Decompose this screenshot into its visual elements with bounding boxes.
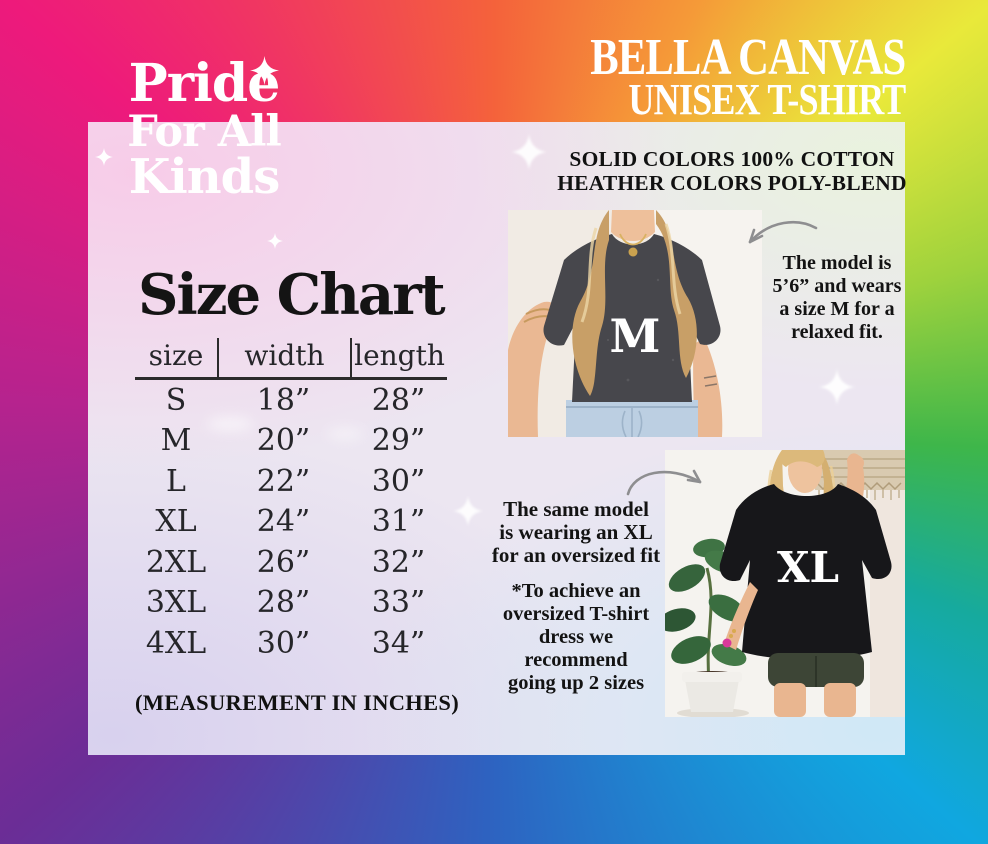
table-cell: 28” [256, 585, 311, 621]
table-cell: 34” [371, 625, 426, 661]
light-smudge [327, 428, 363, 440]
table-cell: 3XL [145, 585, 207, 621]
table-cell: 31” [371, 504, 426, 540]
model-photo-size-m: M [508, 210, 762, 437]
table-row: L 22” 30” [135, 461, 447, 502]
curved-arrow-left-icon [748, 220, 818, 244]
sparkle-icon [267, 233, 283, 249]
table-cell: 28” [371, 382, 426, 418]
table-cell: 24” [256, 504, 311, 540]
bike-shorts [768, 653, 864, 687]
table-cell: 26” [256, 544, 311, 580]
size-chart-title: Size Chart [138, 262, 446, 328]
model-left-hand [722, 582, 758, 650]
column-header-length: length [350, 338, 447, 377]
table-cell: 32” [371, 544, 426, 580]
logo-word-kinds: Kinds [128, 149, 280, 206]
model-leg [774, 683, 806, 717]
table-cell: 20” [256, 423, 311, 459]
table-cell: 29” [371, 423, 426, 459]
table-row: 2XL 26” 32” [135, 542, 447, 583]
brand-title: BELLA CANVAS [589, 29, 906, 86]
model-photo-size-xl: XL [665, 450, 905, 717]
sparkle-icon [453, 496, 483, 526]
necklace [619, 233, 647, 257]
table-cell: 4XL [145, 625, 207, 661]
relaxed-fit-note: The model is 5’6” and wears a size M for… [772, 252, 902, 343]
table-row: 3XL 28” 33” [135, 583, 447, 624]
model-right-arm [693, 338, 723, 437]
table-cell: 33” [371, 585, 426, 621]
table-cell: 30” [371, 463, 426, 499]
curved-arrow-right-icon [626, 469, 702, 496]
sparkle-icon [250, 56, 279, 85]
table-row: S 18” 28” [135, 380, 447, 421]
logo-word-for-all: For All [127, 107, 282, 158]
oversized-fit-note: The same model is wearing an XL for an o… [491, 497, 661, 568]
sparkle-icon [511, 134, 547, 170]
table-cell: L [166, 463, 186, 499]
sparkle-icon [819, 369, 855, 405]
logo-word-pride: Pride [128, 53, 281, 114]
table-row: XL 24” 31” [135, 502, 447, 543]
table-cell: 30” [256, 625, 311, 661]
size-table-header: size width length [135, 338, 447, 380]
shirt-size-label-xl: XL [777, 543, 839, 592]
size-table: size width length S 18” 28” M 20” 29” L 22” 30” X… [135, 338, 447, 664]
material-note: SOLID COLORS 100% COTTON HEATHER COLORS … [557, 147, 907, 195]
light-smudge [207, 417, 253, 431]
table-cell: 18” [256, 382, 311, 418]
table-row: M 20” 29” [135, 421, 447, 462]
model-leg [824, 683, 856, 717]
table-cell: 2XL [145, 544, 207, 580]
column-header-size: size [148, 339, 204, 372]
sparkle-icon [95, 148, 113, 166]
table-cell: 22” [256, 463, 311, 499]
shirt-size-label-m: M [610, 309, 661, 363]
black-oversized-tshirt [719, 484, 892, 660]
jeans [566, 400, 698, 437]
column-header-width: width [217, 338, 350, 377]
size-table-body: S 18” 28” M 20” 29” L 22” 30” XL 24” 31” 2XL 26” 32” 3X… [135, 380, 447, 664]
table-cell: M [160, 423, 192, 459]
model-neck [611, 210, 655, 241]
brand-logo: Pride For All Kinds [98, 53, 310, 206]
measurement-footnote: (MEASUREMENT IN INCHES) [135, 690, 460, 715]
table-cell: S [165, 382, 187, 418]
model-hair [572, 210, 697, 396]
product-subtitle: UNISEX T-SHIRT [627, 74, 906, 124]
sizing-tip-note: *To achieve an oversized T-shirt dress w… [502, 580, 650, 694]
header-title-block: BELLA CANVAS UNISEX T-SHIRT [521, 29, 906, 124]
table-row: 4XL 30” 34” [135, 623, 447, 664]
table-cell: XL [155, 504, 197, 540]
